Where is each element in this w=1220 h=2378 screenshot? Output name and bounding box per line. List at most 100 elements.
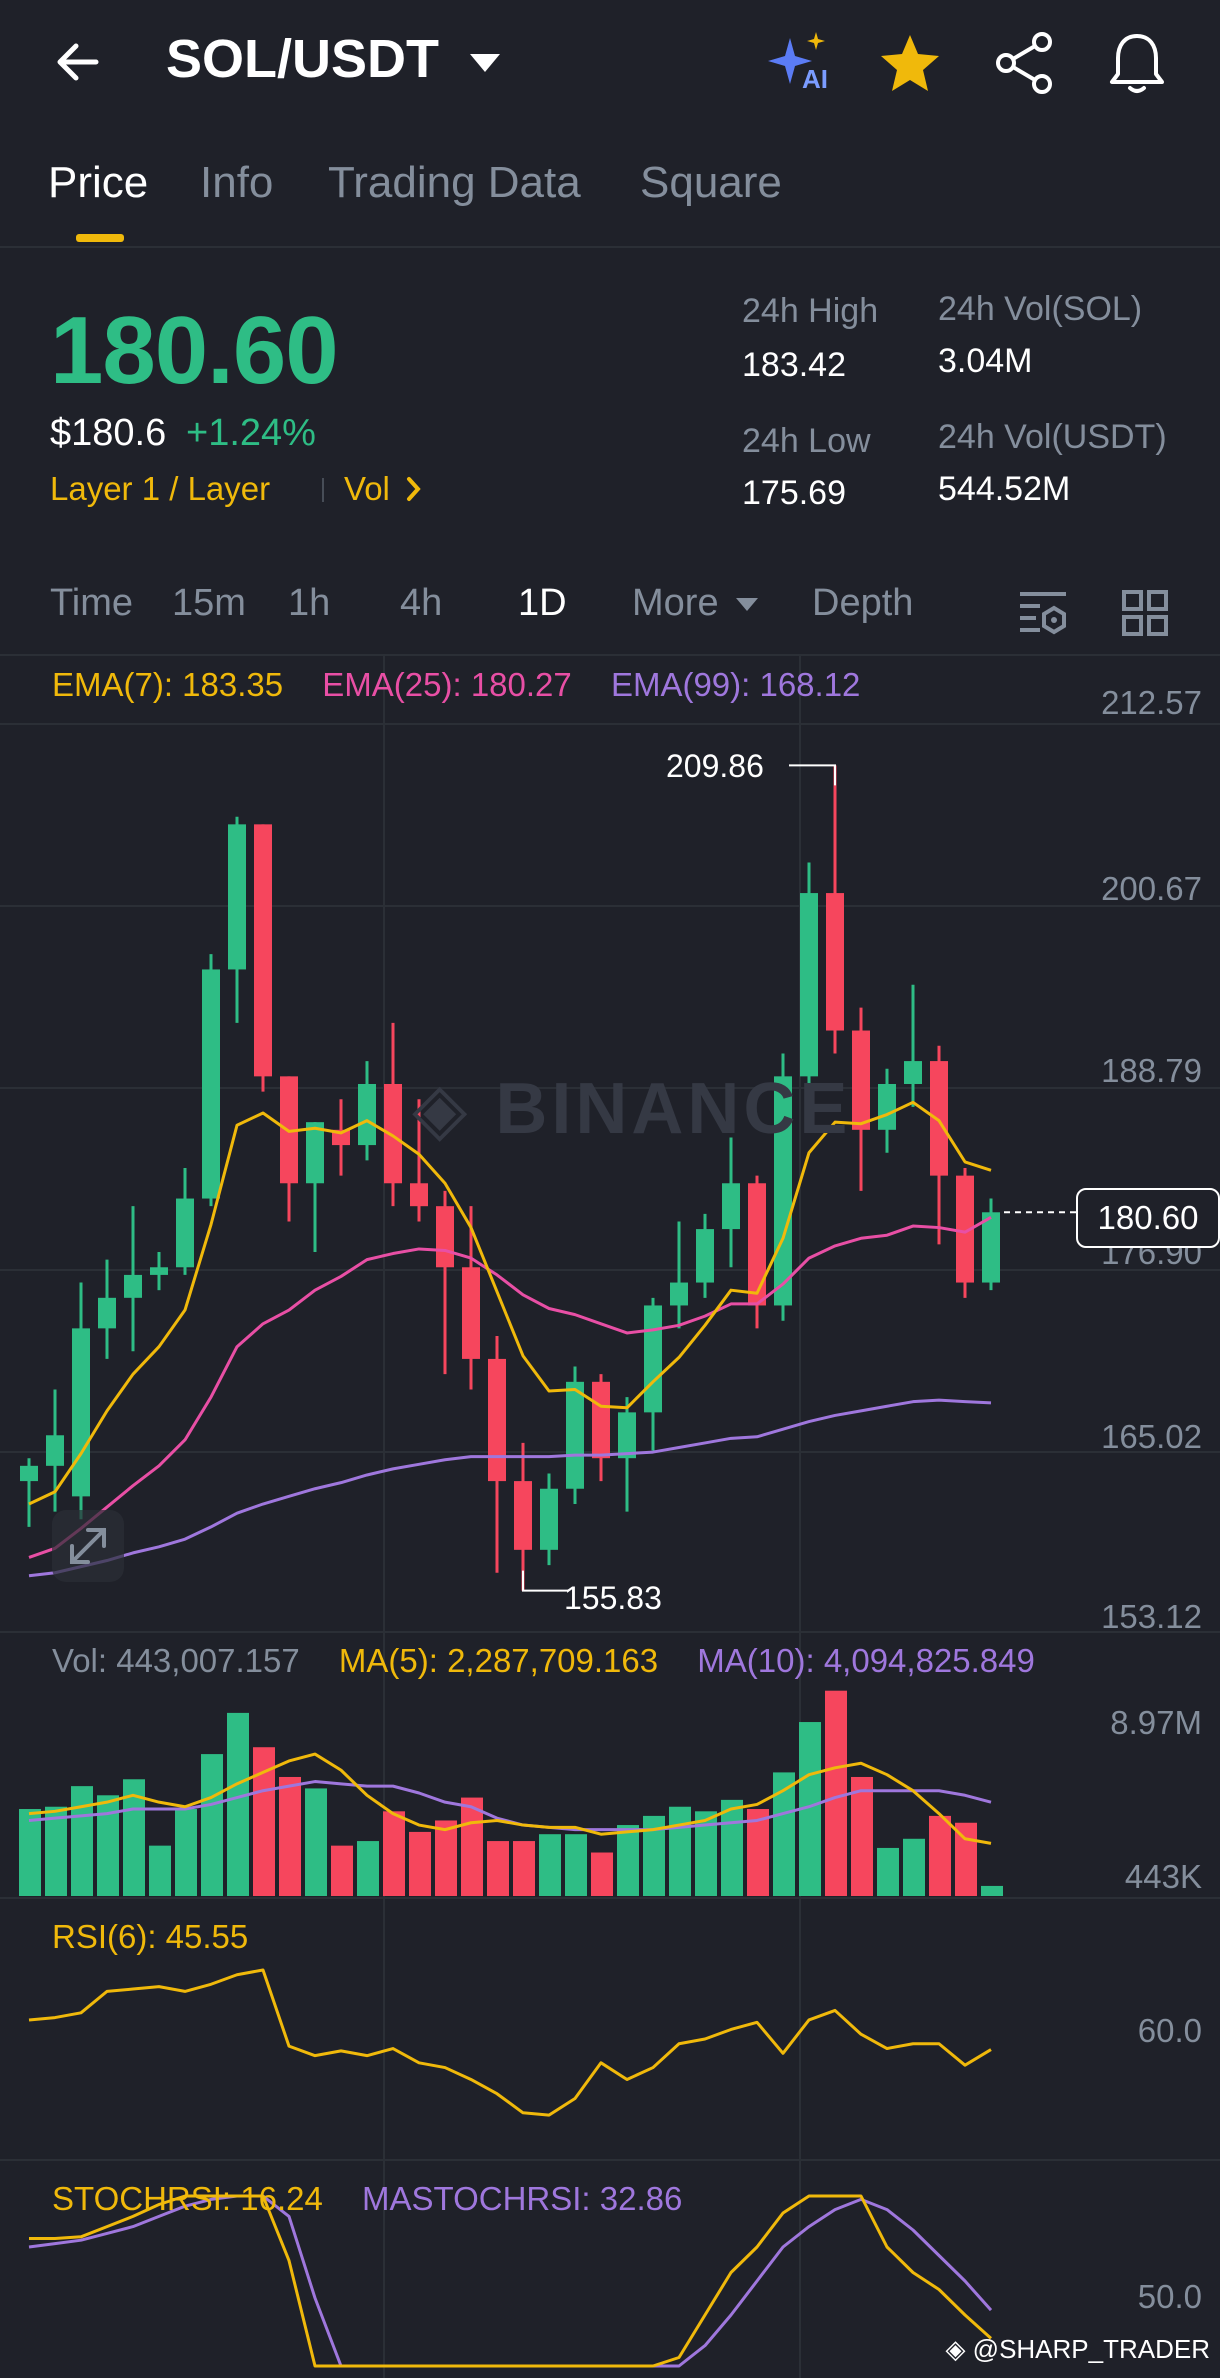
volume-bar [539, 1834, 561, 1896]
candle-body [358, 1083, 376, 1146]
volume-bar [487, 1841, 509, 1896]
volume-bar [825, 1690, 847, 1896]
candle-body [566, 1381, 584, 1489]
candle-body [20, 1465, 38, 1482]
vol-sol-label: 24h Vol(SOL) [938, 290, 1143, 328]
interval-4h[interactable]: 4h [400, 582, 443, 624]
high-label: 24h High [742, 292, 879, 330]
interval-15m[interactable]: 15m [172, 582, 246, 624]
layout-grid-icon[interactable] [1122, 590, 1168, 636]
ema-legend: EMA(7): 183.35 EMA(25): 180.27 EMA(99): … [52, 666, 860, 704]
low-value: 175.69 [742, 474, 846, 512]
last-price-tag: 180.60 [1076, 1188, 1220, 1248]
binance-logo-icon: ◈ [945, 2334, 966, 2364]
volume-bar [435, 1820, 457, 1896]
rsi-label: RSI(6): 45.55 [52, 1918, 249, 1955]
candle-body [618, 1412, 636, 1459]
interval-1h[interactable]: 1h [288, 582, 331, 624]
bell-icon[interactable] [1106, 30, 1168, 96]
top-bar: SOL/USDT AI [0, 0, 1220, 125]
usd-price: $180.6 [50, 412, 167, 454]
candle-body [670, 1282, 688, 1306]
tab-info[interactable]: Info [200, 158, 274, 207]
mastochrsi-line [28, 2194, 993, 2368]
candle-body [306, 1122, 324, 1184]
pair-title[interactable]: SOL/USDT [166, 29, 440, 89]
category-tag[interactable]: Layer 1 / Layer [50, 470, 271, 507]
vol-usdt-label: 24h Vol(USDT) [938, 418, 1167, 456]
stochrsi-line [29, 2194, 993, 2368]
high-leader-line [789, 764, 836, 786]
volume-bar [669, 1806, 691, 1896]
candle-body [254, 824, 272, 1077]
volume-bar [643, 1815, 665, 1896]
credit-text: @SHARP_TRADER [972, 2334, 1210, 2364]
volume-bar [305, 1788, 327, 1896]
tab-trading-data[interactable]: Trading Data [328, 158, 581, 207]
vol-ma5-line [28, 1752, 992, 1845]
volume-bar [799, 1722, 821, 1896]
low-label: 24h Low [742, 422, 871, 460]
candle-body [46, 1435, 64, 1466]
interval-bar: Time 15m 1h 4h 1D More Depth [0, 570, 1220, 656]
volume-bar [617, 1825, 639, 1896]
tab-price[interactable]: Price [48, 158, 149, 207]
ai-sparkle-icon[interactable]: AI [766, 30, 836, 96]
volume-bar [721, 1799, 743, 1896]
ma10-label: MA(10): 4,094,825.849 [697, 1642, 1035, 1679]
volume-bar [747, 1809, 769, 1896]
candle-body [98, 1297, 116, 1329]
interval-1d[interactable]: 1D [518, 582, 567, 624]
volume-bar [149, 1845, 171, 1896]
more-caret-icon[interactable] [734, 596, 760, 614]
ai-label: AI [802, 64, 828, 94]
vol-tag[interactable]: Vol [344, 470, 390, 507]
expand-icon[interactable] [50, 1508, 126, 1584]
candle-body [748, 1183, 766, 1306]
volume-bar [981, 1885, 1003, 1896]
high-annotation: 209.86 [666, 748, 764, 784]
ma5-label: MA(5): 2,287,709.163 [338, 1642, 659, 1679]
candle-body [384, 1083, 402, 1184]
interval-time[interactable]: Time [50, 582, 134, 624]
volume-bar [71, 1786, 93, 1896]
candle-body [72, 1328, 90, 1497]
dropdown-caret-icon[interactable] [468, 52, 502, 76]
interval-more[interactable]: More [632, 582, 719, 624]
candle-body [826, 893, 844, 1031]
mastochrsi-label: MASTOCHRSI: 32.86 [362, 2180, 683, 2217]
back-arrow-icon[interactable] [52, 32, 112, 92]
main-tabs: Price Info Trading Data Square [0, 150, 1220, 248]
indicator-settings-icon[interactable] [1018, 590, 1068, 636]
rsi-tick: 60.0 [1137, 2012, 1202, 2049]
vol-usdt-value: 544.52M [938, 470, 1071, 508]
price-tick: 212.57 [1101, 684, 1202, 721]
ema99-label: EMA(99): 168.12 [610, 666, 861, 703]
candle-body [644, 1305, 662, 1413]
candle-body [202, 969, 220, 1199]
tab-square[interactable]: Square [640, 158, 782, 207]
candle-body [332, 1129, 350, 1146]
ema25-label: EMA(25): 180.27 [322, 666, 572, 703]
volume-bar [331, 1845, 353, 1896]
star-icon[interactable] [878, 32, 942, 94]
stoch-legend: STOCHRSI: 16.24 MASTOCHRSI: 32.86 [52, 2180, 682, 2218]
share-icon[interactable] [992, 30, 1058, 96]
candle-body [488, 1358, 506, 1482]
price-tick: 153.12 [1101, 1598, 1202, 1635]
volume-bar [773, 1772, 795, 1896]
active-tab-indicator [76, 234, 124, 242]
interval-depth[interactable]: Depth [812, 582, 914, 624]
volume-bar [461, 1797, 483, 1896]
chevron-right-icon[interactable] [404, 474, 424, 504]
candle-body [982, 1212, 1000, 1283]
stoch-tick: 50.0 [1137, 2278, 1202, 2315]
volume-bar [383, 1811, 405, 1896]
volume-tick: 443K [1124, 1858, 1202, 1895]
volume-bar [929, 1815, 951, 1896]
candle-body [696, 1229, 714, 1283]
price-tick: 200.67 [1101, 870, 1202, 907]
volume-bar [877, 1847, 899, 1896]
volume-bar [851, 1776, 873, 1896]
